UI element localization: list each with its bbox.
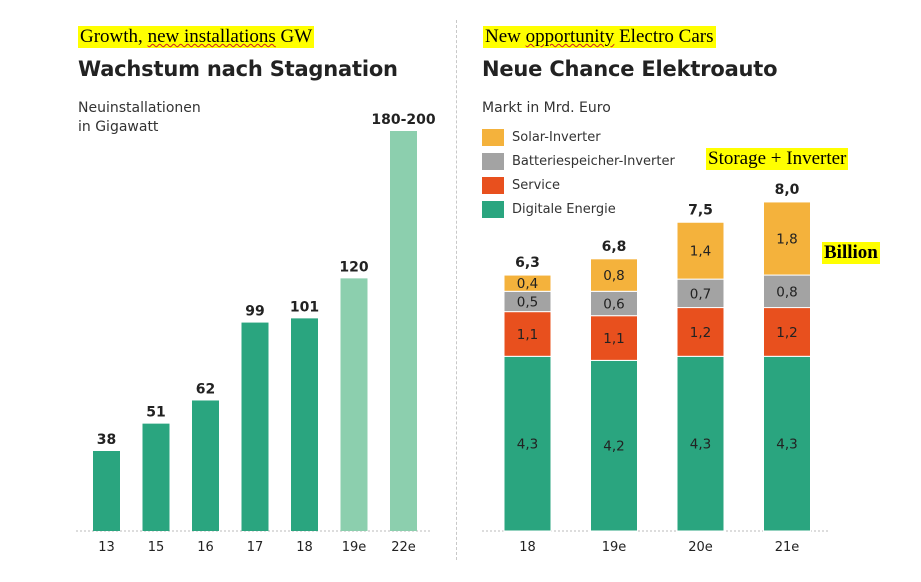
left-bar-13 bbox=[93, 451, 120, 531]
right-segment-service-21e bbox=[763, 307, 811, 357]
right-segment-value-label: 1,4 bbox=[690, 244, 711, 260]
right-segment-value-label: 4,3 bbox=[517, 437, 538, 453]
right-segment-value-label: 1,1 bbox=[603, 331, 624, 347]
right-segment-value-label: 0,6 bbox=[603, 297, 624, 313]
left-bar-15 bbox=[142, 423, 170, 531]
right-segment-value-label: 1,1 bbox=[517, 327, 538, 343]
legend-item-service: Service bbox=[482, 173, 675, 197]
legend-swatch-service bbox=[482, 176, 504, 194]
right-segment-value-label: 0,5 bbox=[517, 294, 538, 310]
annotation-right: New opportunity Electro Cars bbox=[483, 26, 716, 48]
legend-item-digitale: Digitale Energie bbox=[482, 197, 675, 221]
left-chart-title: Wachstum nach Stagnation bbox=[78, 57, 398, 81]
right-segment-value-label: 0,4 bbox=[517, 276, 538, 292]
left-bar-value-label: 99 bbox=[245, 304, 264, 320]
annotation-right-rest: Electro Cars bbox=[614, 26, 714, 47]
legend-item-batterie: Batteriespeicher-Inverter bbox=[482, 149, 675, 173]
annotation-right-underlined: opportunity bbox=[525, 26, 615, 47]
right-segment-digitale-21e bbox=[763, 355, 811, 532]
right-chart-subtitle: Markt in Mrd. Euro bbox=[482, 100, 611, 116]
right-segment-value-label: 4,3 bbox=[690, 437, 711, 453]
annotation-left-rest: GW bbox=[275, 26, 313, 47]
right-segment-digitale-18 bbox=[503, 355, 552, 532]
right-segment-solar-20e bbox=[676, 221, 725, 280]
right-segment-solar-18 bbox=[503, 274, 552, 292]
legend-item-solar: Solar-Inverter bbox=[482, 125, 675, 149]
right-segment-value-label: 4,2 bbox=[603, 439, 624, 455]
left-bar-value-label: 120 bbox=[339, 259, 368, 275]
right-segment-value-label: 0,7 bbox=[690, 286, 711, 302]
right-segment-value-label: 1,8 bbox=[776, 232, 797, 248]
right-segment-value-label: 0,8 bbox=[776, 284, 797, 300]
left-x-tick-label: 15 bbox=[148, 540, 165, 555]
left-bar-16 bbox=[192, 400, 219, 531]
right-segment-digitale-20e bbox=[676, 355, 725, 532]
right-segment-service-18 bbox=[503, 311, 552, 357]
legend-label-service: Service bbox=[512, 177, 561, 193]
right-x-tick-label: 21e bbox=[775, 540, 800, 555]
legend-swatch-batterie bbox=[482, 152, 504, 170]
left-x-tick-label: 13 bbox=[98, 540, 115, 555]
right-segment-solar-19e bbox=[590, 258, 638, 292]
right-total-label: 7,5 bbox=[688, 202, 713, 218]
left-x-tick-label: 16 bbox=[197, 540, 214, 555]
panel-divider bbox=[456, 20, 457, 560]
annotation-billion: Billion bbox=[822, 242, 880, 264]
left-bar-18 bbox=[291, 318, 318, 531]
right-x-tick-label: 19e bbox=[602, 540, 627, 555]
right-x-tick-label: 20e bbox=[688, 540, 713, 555]
legend-label-solar: Solar-Inverter bbox=[512, 129, 601, 145]
legend-label-batterie: Batteriespeicher-Inverter bbox=[512, 153, 675, 169]
left-bar-value-label: 180-200 bbox=[371, 112, 436, 128]
left-x-tick-label: 18 bbox=[296, 540, 313, 555]
annotation-storage: Storage + Inverter bbox=[706, 148, 849, 170]
right-segment-service-20e bbox=[676, 307, 725, 357]
left-bar-value-label: 38 bbox=[97, 432, 116, 448]
left-bar-value-label: 51 bbox=[146, 405, 165, 421]
legend-label-digitale: Digitale Energie bbox=[512, 201, 616, 217]
right-segment-value-label: 1,2 bbox=[776, 325, 797, 341]
left-x-tick-label: 17 bbox=[247, 540, 264, 555]
annotation-left-underlined: new installations bbox=[147, 26, 276, 47]
annotation-left-text: Growth, bbox=[80, 26, 148, 47]
left-chart-subtitle: Neuinstallationen in Gigawatt bbox=[78, 100, 201, 135]
legend-swatch-digitale bbox=[482, 200, 504, 218]
annotation-right-text: New bbox=[485, 26, 526, 47]
right-segment-service-19e bbox=[590, 315, 638, 361]
legend-swatch-solar bbox=[482, 128, 504, 146]
legend: Solar-Inverter Batteriespeicher-Inverter… bbox=[482, 125, 675, 221]
left-x-tick-label: 22e bbox=[391, 540, 416, 555]
left-bar-19e bbox=[340, 278, 368, 531]
left-bar-17 bbox=[241, 322, 269, 531]
annotation-left: Growth, new installations GW bbox=[78, 26, 315, 48]
right-segment-solar-21e bbox=[763, 201, 811, 276]
right-segment-batterie-19e bbox=[590, 290, 638, 317]
right-segment-batterie-20e bbox=[676, 278, 725, 309]
right-segment-value-label: 1,2 bbox=[690, 325, 711, 341]
left-bar-value-label: 62 bbox=[196, 381, 215, 397]
right-total-label: 6,3 bbox=[515, 255, 540, 271]
right-chart-title: Neue Chance Elektroauto bbox=[482, 57, 778, 81]
right-total-label: 6,8 bbox=[602, 239, 627, 255]
right-x-tick-label: 18 bbox=[519, 540, 536, 555]
left-bar-value-label: 101 bbox=[290, 299, 319, 315]
left-bar-22e bbox=[390, 131, 417, 531]
right-segment-value-label: 0,8 bbox=[603, 268, 624, 284]
right-segment-value-label: 4,3 bbox=[776, 437, 797, 453]
left-x-tick-label: 19e bbox=[342, 540, 367, 555]
right-total-label: 8,0 bbox=[775, 182, 800, 198]
